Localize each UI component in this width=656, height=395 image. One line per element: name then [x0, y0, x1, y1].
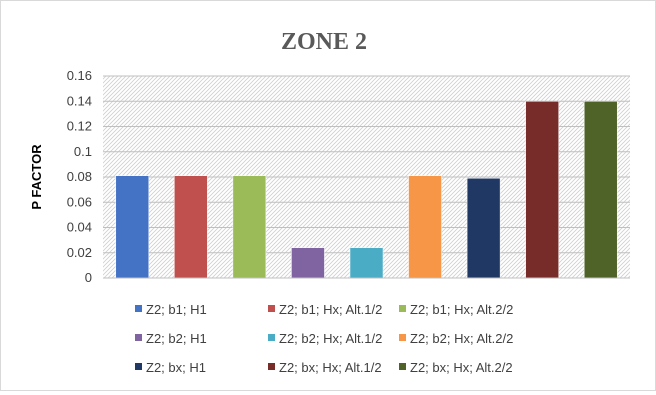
legend-swatch	[135, 305, 142, 312]
legend-label: Z2; b1; H1	[146, 302, 207, 317]
bar	[525, 101, 559, 279]
legend-swatch	[268, 334, 275, 341]
y-tick-label: 0.1	[74, 144, 92, 159]
legend-swatch	[135, 363, 142, 370]
legend-label: Z2; b2; Hx; Alt.2/2	[410, 331, 513, 346]
legend-swatch	[399, 334, 406, 341]
bar	[174, 175, 208, 279]
y-axis-ticks: 0.16 0.14 0.12 0.1 0.08 0.06 0.04 0.02 0	[67, 68, 92, 285]
y-tick-label: 0.08	[67, 169, 92, 184]
y-tick-label: 0.14	[67, 93, 92, 108]
legend: Z2; b1; H1 Z2; b1; Hx; Alt.1/2 Z2; b1; Hx;…	[135, 302, 513, 375]
bar	[232, 175, 267, 279]
y-axis-label: P FACTOR	[29, 144, 44, 210]
bar	[583, 101, 618, 279]
y-tick-label: 0.06	[67, 194, 92, 209]
legend-label: Z2; bx; Hx; Alt.2/2	[410, 360, 513, 375]
legend-label: Z2; b1; Hx; Alt.1/2	[279, 302, 382, 317]
bar	[349, 247, 384, 279]
legend-swatch	[399, 305, 406, 312]
legend-label: Z2; bx; H1	[146, 360, 206, 375]
bar	[466, 178, 501, 279]
y-tick-label: 0.12	[67, 119, 92, 134]
y-tick-label: 0	[85, 270, 92, 285]
bars	[115, 101, 618, 279]
legend-swatch	[268, 305, 275, 312]
legend-label: Z2; b2; Hx; Alt.1/2	[279, 331, 382, 346]
y-tick-label: 0.16	[67, 68, 92, 83]
bar	[408, 175, 442, 279]
legend-swatch	[268, 363, 275, 370]
legend-swatch	[399, 363, 406, 370]
legend-swatch	[135, 334, 142, 341]
y-tick-label: 0.02	[67, 245, 92, 260]
chart-title: ZONE 2	[281, 29, 367, 55]
bar	[291, 247, 325, 279]
legend-label: Z2; b1; Hx; Alt.2/2	[410, 302, 513, 317]
legend-label: Z2; bx; Hx; Alt.1/2	[279, 360, 382, 375]
legend-label: Z2; b2; H1	[146, 331, 207, 346]
bar	[115, 175, 150, 279]
y-tick-label: 0.04	[67, 220, 92, 235]
